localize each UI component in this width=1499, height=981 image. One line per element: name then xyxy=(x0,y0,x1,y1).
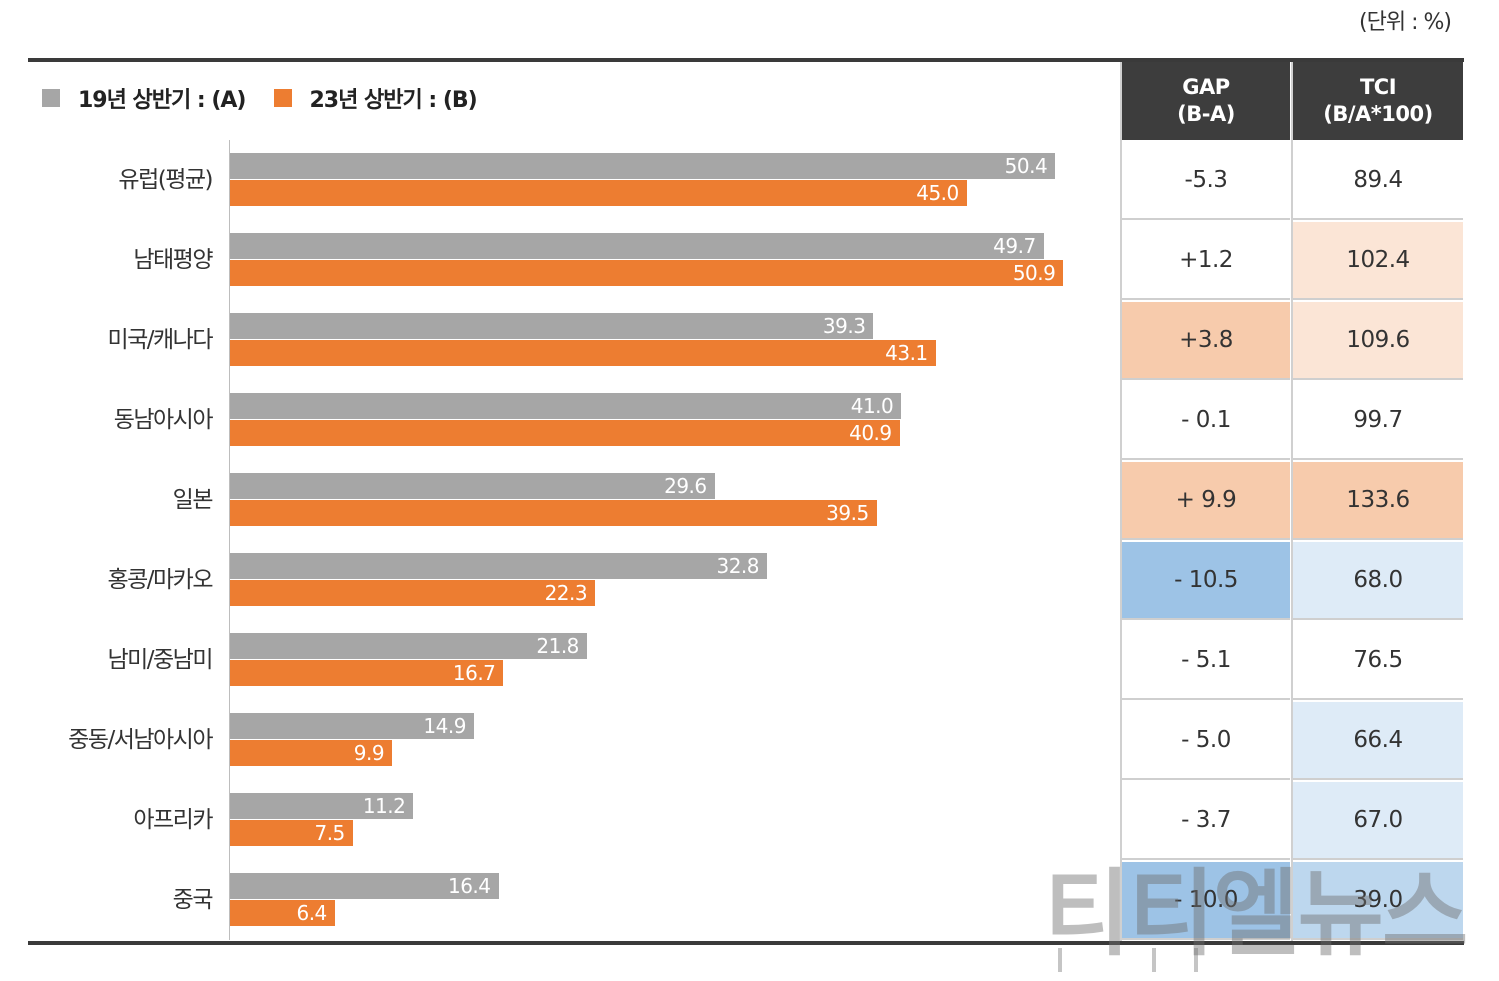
bar-a: 21.8 xyxy=(230,633,587,659)
bar-a: 11.2 xyxy=(230,793,414,819)
gap-cell: - 10.0 xyxy=(1122,862,1290,940)
bar-b: 9.9 xyxy=(230,740,393,766)
bar-b: 40.9 xyxy=(230,420,900,446)
tci-cell: 66.4 xyxy=(1293,702,1463,780)
bar-a: 41.0 xyxy=(230,393,902,419)
bar-a: 49.7 xyxy=(230,233,1044,259)
tci-cell: 89.4 xyxy=(1293,142,1463,220)
bottom-rule xyxy=(28,941,1464,945)
bar-b: 39.5 xyxy=(230,500,877,526)
tci-cell: 67.0 xyxy=(1293,782,1463,860)
gap-cell: -5.3 xyxy=(1122,142,1290,220)
watermark-logo-mark xyxy=(1058,948,1062,972)
bar-value-label: 11.2 xyxy=(362,794,406,818)
bar-value-label: 49.7 xyxy=(993,234,1036,258)
bar-a: 29.6 xyxy=(230,473,715,499)
category-label: 홍콩/마카오 xyxy=(107,567,213,593)
table-column-separator xyxy=(1291,62,1293,942)
legend-swatch-b xyxy=(273,89,292,107)
tci-header-line1: TCI xyxy=(1359,75,1397,99)
gap-cell: - 0.1 xyxy=(1122,382,1290,460)
tci-cell: 99.7 xyxy=(1293,382,1463,460)
bar-value-label: 45.0 xyxy=(916,181,959,205)
legend-item-a: 19년 상반기 : (A) xyxy=(42,82,246,114)
bar-b: 16.7 xyxy=(230,660,504,686)
bar-a: 50.4 xyxy=(230,153,1056,179)
bar-value-label: 43.1 xyxy=(885,341,928,365)
category-label: 일본 xyxy=(172,487,214,513)
watermark-logo-mark xyxy=(1152,948,1156,972)
tci-cell: 102.4 xyxy=(1293,222,1463,300)
bar-value-label: 40.9 xyxy=(849,421,892,445)
bar-b: 50.9 xyxy=(230,260,1064,286)
bar-b: 22.3 xyxy=(230,580,596,606)
bar-value-label: 21.8 xyxy=(536,634,579,658)
legend-label-b: 23년 상반기 : (B) xyxy=(309,88,478,113)
category-label: 중국 xyxy=(172,887,214,913)
bar-a: 16.4 xyxy=(230,873,499,899)
bar-b: 7.5 xyxy=(230,820,353,846)
bar-value-label: 32.8 xyxy=(716,554,760,578)
top-rule xyxy=(28,58,1464,62)
tci-cell: 76.5 xyxy=(1293,622,1463,700)
category-label: 중동/서남아시아 xyxy=(68,727,213,753)
tci-header: TCI (B/A*100) xyxy=(1293,62,1463,140)
category-label: 유럽(평균) xyxy=(118,167,213,193)
gap-header-line1: GAP xyxy=(1182,75,1230,99)
bar-b: 45.0 xyxy=(230,180,967,206)
watermark-logo-mark xyxy=(1194,948,1198,972)
tci-cell: 39.0 xyxy=(1293,862,1463,940)
legend-swatch-a xyxy=(42,89,60,107)
bar-value-label: 41.0 xyxy=(850,394,894,418)
bar-a: 32.8 xyxy=(230,553,768,579)
bar-b: 43.1 xyxy=(230,340,936,366)
tci-header-line2: (B/A*100) xyxy=(1323,102,1433,126)
bar-value-label: 16.7 xyxy=(452,661,496,685)
category-label: 남태평양 xyxy=(133,247,213,273)
gap-header-line2: (B-A) xyxy=(1177,102,1235,126)
bar-value-label: 6.4 xyxy=(296,901,327,925)
category-label: 남미/중남미 xyxy=(107,647,213,673)
gap-cell: - 5.1 xyxy=(1122,622,1290,700)
bar-a: 14.9 xyxy=(230,713,474,739)
bar-value-label: 50.4 xyxy=(1004,154,1048,178)
gap-cell: +3.8 xyxy=(1122,302,1290,380)
bar-a: 39.3 xyxy=(230,313,874,339)
tci-cell: 133.6 xyxy=(1293,462,1463,540)
bar-value-label: 39.5 xyxy=(826,501,869,525)
bar-value-label: 14.9 xyxy=(423,714,466,738)
bar-value-label: 7.5 xyxy=(314,821,345,845)
bar-value-label: 39.3 xyxy=(822,314,866,338)
bar-value-label: 9.9 xyxy=(353,741,385,765)
bar-value-label: 50.9 xyxy=(1012,261,1056,285)
legend: 19년 상반기 : (A) 23년 상반기 : (B) xyxy=(42,80,505,116)
bar-value-label: 22.3 xyxy=(544,581,588,605)
tci-cell: 109.6 xyxy=(1293,302,1463,380)
bar-value-label: 16.4 xyxy=(447,874,491,898)
category-axis-line xyxy=(229,140,230,940)
category-label: 미국/캐나다 xyxy=(107,327,213,353)
legend-item-b: 23년 상반기 : (B) xyxy=(273,82,478,114)
table-left-separator xyxy=(1120,62,1122,942)
category-label: 동남아시아 xyxy=(113,407,214,433)
tci-cell: 68.0 xyxy=(1293,542,1463,620)
gap-cell: - 5.0 xyxy=(1122,702,1290,780)
bar-b: 6.4 xyxy=(230,900,335,926)
gap-cell: - 3.7 xyxy=(1122,782,1290,860)
bar-value-label: 29.6 xyxy=(664,474,707,498)
gap-cell: +1.2 xyxy=(1122,222,1290,300)
legend-label-a: 19년 상반기 : (A) xyxy=(78,88,246,113)
unit-note: (단위 : %) xyxy=(1359,10,1452,35)
gap-cell: + 9.9 xyxy=(1122,462,1290,540)
gap-header: GAP (B-A) xyxy=(1122,62,1290,140)
gap-cell: - 10.5 xyxy=(1122,542,1290,620)
watermark-logo: 티티엘뉴스 xyxy=(1044,860,1468,969)
category-label: 아프리카 xyxy=(133,807,213,833)
